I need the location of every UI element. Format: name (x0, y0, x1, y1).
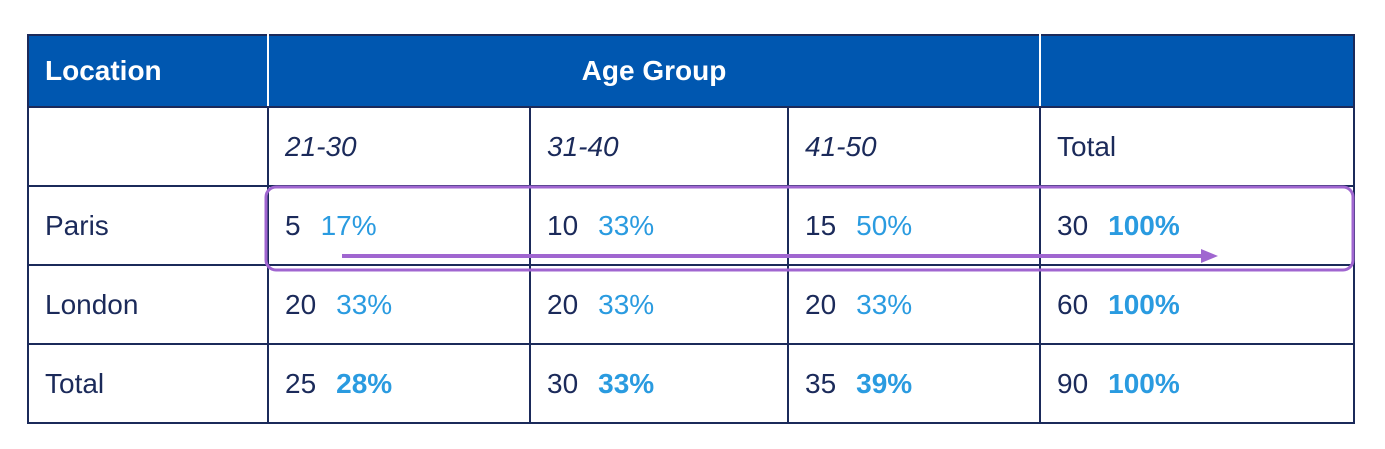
total-cell: 60 100% (1039, 264, 1355, 345)
count-value: 20 (285, 288, 317, 320)
percent-value: 100% (1108, 367, 1180, 399)
row-label: Paris (27, 185, 269, 266)
percent-value: 50% (856, 209, 913, 241)
header-row: Location Age Group (27, 34, 1355, 108)
header-location: Location (27, 34, 269, 108)
total-cell: 90 100% (1039, 343, 1355, 424)
count-value: 30 (547, 367, 579, 399)
header-blank (1039, 34, 1355, 108)
percent-value: 28% (336, 367, 393, 399)
row-label: Total (27, 343, 269, 424)
percent-value: 33% (598, 288, 655, 320)
count-value: 60 (1057, 288, 1089, 320)
count-value: 35 (805, 367, 837, 399)
data-cell: 25 28% (267, 343, 531, 424)
crosstab-container: Location Age Group 21-30 31-40 41-50 Tot… (27, 34, 1355, 425)
count-value: 15 (805, 209, 837, 241)
total-cell: 30 100% (1039, 185, 1355, 266)
subheader-row: 21-30 31-40 41-50 Total (27, 106, 1355, 187)
header-age-group: Age Group (267, 34, 1041, 108)
subheader-31-40: 31-40 (529, 106, 789, 187)
percent-value: 33% (598, 209, 655, 241)
count-value: 30 (1057, 209, 1089, 241)
subheader-empty (27, 106, 269, 187)
crosstab-table: Location Age Group 21-30 31-40 41-50 Tot… (27, 34, 1355, 424)
count-value: 5 (285, 209, 301, 241)
table-row-paris: Paris 5 17% 10 33% 15 50% 30 100% (27, 185, 1355, 266)
data-cell: 20 33% (267, 264, 531, 345)
subheader-41-50: 41-50 (787, 106, 1041, 187)
data-cell: 35 39% (787, 343, 1041, 424)
percent-value: 33% (856, 288, 913, 320)
subheader-total: Total (1039, 106, 1355, 187)
count-value: 25 (285, 367, 317, 399)
data-cell: 20 33% (787, 264, 1041, 345)
percent-value: 17% (320, 209, 377, 241)
data-cell: 15 50% (787, 185, 1041, 266)
percent-value: 39% (856, 367, 913, 399)
count-value: 10 (547, 209, 579, 241)
data-cell: 30 33% (529, 343, 789, 424)
row-label: London (27, 264, 269, 345)
percent-value: 100% (1108, 288, 1180, 320)
data-cell: 10 33% (529, 185, 789, 266)
subheader-21-30: 21-30 (267, 106, 531, 187)
count-value: 90 (1057, 367, 1089, 399)
percent-value: 33% (336, 288, 393, 320)
table-row-london: London 20 33% 20 33% 20 33% 60 100% (27, 264, 1355, 345)
percent-value: 33% (598, 367, 655, 399)
data-cell: 5 17% (267, 185, 531, 266)
table-row-total: Total 25 28% 30 33% 35 39% 90 100% (27, 343, 1355, 424)
data-cell: 20 33% (529, 264, 789, 345)
percent-value: 100% (1108, 209, 1180, 241)
count-value: 20 (805, 288, 837, 320)
count-value: 20 (547, 288, 579, 320)
